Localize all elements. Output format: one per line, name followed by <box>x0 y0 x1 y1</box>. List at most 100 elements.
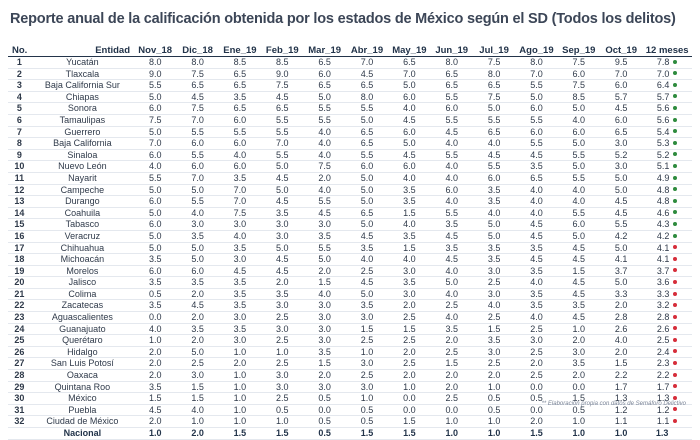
column-header[interactable]: Nov_18 <box>134 42 177 57</box>
national-score-cell: 1.5 <box>388 427 431 440</box>
score-cell: 1.0 <box>218 415 262 428</box>
national-score-cell: 1.0 <box>599 427 643 440</box>
score-cell: 4.5 <box>261 172 304 185</box>
score-cell: 6.5 <box>599 126 643 139</box>
column-header[interactable]: Jun_19 <box>430 42 473 57</box>
column-header[interactable]: Abr_19 <box>345 42 389 57</box>
score-cell: 5.5 <box>557 149 600 162</box>
column-header[interactable]: Entidad <box>30 42 135 57</box>
table-row: 5 Sonora 6.0 7.5 6.5 6.5 5.5 5.5 4.0 6.0 5.0 6.0 5.0… <box>8 102 692 115</box>
score-cell: 4.0 <box>515 276 558 289</box>
column-header[interactable]: Dic_18 <box>176 42 219 57</box>
score-cell: 2.0 <box>430 369 473 382</box>
score-cell: 3.0 <box>303 381 346 394</box>
score-cell: 7.0 <box>388 68 431 81</box>
score-cell: 4.5 <box>472 149 516 162</box>
score-cell: 6.0 <box>430 184 473 197</box>
score-cell: 5.0 <box>472 218 516 231</box>
twelve-month-value: 5.6 <box>656 114 670 125</box>
column-header[interactable]: No. <box>8 42 31 57</box>
score-cell: 6.5 <box>515 172 558 185</box>
score-cell: 0.5 <box>557 404 600 417</box>
score-cell: 5.0 <box>134 242 177 255</box>
twelve-month-value: 5.2 <box>656 149 670 160</box>
table-row: 30 México 1.5 1.5 1.0 2.5 0.5 1.0 0.0 2.5 0.5 0.5 1.… <box>8 392 692 405</box>
score-cell: 2.5 <box>430 346 473 359</box>
red-status-dot-icon <box>673 303 678 308</box>
score-cell: 4.0 <box>515 311 558 324</box>
score-cell: 5.0 <box>345 184 389 197</box>
score-cell: 2.0 <box>134 415 177 428</box>
score-cell: 2.0 <box>176 334 219 347</box>
score-cell: 5.0 <box>388 79 431 92</box>
score-cell: 2.0 <box>430 334 473 347</box>
column-header[interactable]: May_19 <box>388 42 431 57</box>
score-cell: 6.5 <box>218 68 262 81</box>
score-cell: 5.5 <box>345 102 389 115</box>
red-status-dot-icon <box>673 419 678 424</box>
column-header[interactable]: Mar_19 <box>303 42 346 57</box>
score-cell: 6.0 <box>345 160 389 173</box>
rank-cell: 24 <box>8 323 31 336</box>
score-cell: 7.5 <box>261 79 304 92</box>
column-header[interactable]: Ago_19 <box>515 42 558 57</box>
national-label: Nacional <box>30 427 135 440</box>
score-cell: 3.5 <box>388 184 431 197</box>
twelve-month-value: 6.4 <box>656 80 670 91</box>
score-cell: 3.5 <box>134 299 177 313</box>
green-status-dot-icon <box>673 198 678 203</box>
score-cell: 6.5 <box>345 207 389 220</box>
column-header[interactable]: Oct_19 <box>599 42 643 57</box>
score-cell: 6.0 <box>176 265 219 278</box>
score-cell: 6.5 <box>345 79 389 92</box>
score-cell: 5.5 <box>430 207 473 220</box>
score-cell: 4.0 <box>303 149 346 162</box>
score-cell: 2.5 <box>388 357 431 371</box>
twelve-month-value: 1.7 <box>656 381 670 392</box>
green-status-dot-icon <box>673 233 678 238</box>
twelve-month-cell: 4.8 <box>642 195 692 208</box>
twelve-month-cell: 5.6 <box>642 102 692 115</box>
state-name-cell: Puebla <box>30 404 135 417</box>
green-status-dot-icon <box>673 187 678 192</box>
table-row: 23 Aguascalientes 0.0 2.0 3.0 2.5 3.0 3.0 2.5 4.0… <box>8 311 692 324</box>
twelve-month-value: 4.8 <box>656 196 670 207</box>
column-header[interactable]: Feb_19 <box>261 42 304 57</box>
empty-cell <box>8 427 31 440</box>
column-header[interactable]: Ene_19 <box>218 42 262 57</box>
column-header[interactable]: Sep_19 <box>557 42 600 57</box>
twelve-month-value: 1.1 <box>656 416 670 427</box>
score-cell: 6.5 <box>345 137 389 150</box>
score-cell: 5.0 <box>176 184 219 197</box>
score-cell: 2.0 <box>430 381 473 394</box>
score-cell: 3.0 <box>218 334 262 347</box>
twelve-month-cell: 4.2 <box>642 230 692 243</box>
score-cell: 1.5 <box>388 323 431 336</box>
state-name-cell: Durango <box>30 195 135 208</box>
twelve-month-cell: 7.8 <box>642 56 692 69</box>
score-cell: 1.5 <box>176 381 219 394</box>
column-header[interactable]: 12 meses <box>642 42 692 57</box>
score-cell: 7.5 <box>557 79 600 92</box>
score-cell: 4.0 <box>176 404 219 417</box>
table-row: 20 Jalisco 3.5 3.5 3.5 2.0 1.5 4.5 3.5 5.0 2.5 4.0 4… <box>8 276 692 289</box>
score-cell: 3.5 <box>303 346 346 359</box>
score-cell: 3.5 <box>345 242 389 255</box>
score-cell: 5.0 <box>303 253 346 266</box>
score-cell: 4.0 <box>430 288 473 301</box>
score-cell: 5.5 <box>218 126 262 139</box>
score-cell: 2.0 <box>218 357 262 371</box>
twelve-month-value: 4.2 <box>656 230 670 241</box>
twelve-month-value: 3.7 <box>656 265 670 276</box>
twelve-month-cell: 5.2 <box>642 149 692 162</box>
score-cell: 4.0 <box>134 160 177 173</box>
state-name-cell: San Luis Potosí <box>30 357 135 371</box>
green-status-dot-icon <box>673 117 678 122</box>
score-cell: 1.5 <box>303 357 346 371</box>
state-name-cell: Guanajuato <box>30 323 135 336</box>
column-header[interactable]: Jul_19 <box>472 42 516 57</box>
score-cell: 4.0 <box>472 207 516 220</box>
score-cell: 6.0 <box>388 126 431 139</box>
rank-cell: 12 <box>8 184 31 197</box>
twelve-month-cell: 2.2 <box>642 369 692 382</box>
